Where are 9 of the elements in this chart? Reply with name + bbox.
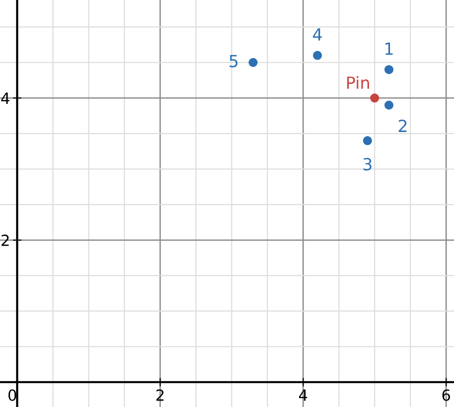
annotation: 2 — [398, 120, 406, 132]
annotation: 3 — [363, 158, 372, 170]
annotation: 1 — [385, 42, 393, 55]
x-tick-label: 4 — [299, 390, 308, 401]
series-label: Pin — [347, 76, 369, 89]
annotation: 5 — [230, 54, 238, 68]
annotation: 4 — [312, 28, 322, 41]
x-tick-label: 2 — [156, 389, 164, 401]
x-tick-label: 6 — [442, 389, 450, 401]
